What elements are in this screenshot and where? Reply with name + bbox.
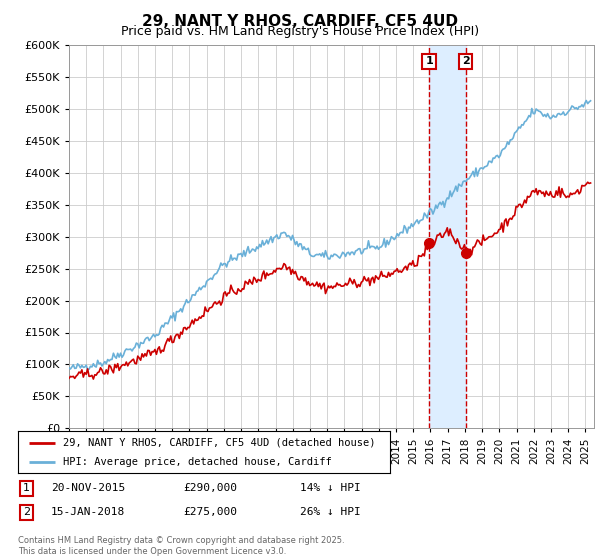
Text: HPI: Average price, detached house, Cardiff: HPI: Average price, detached house, Card…: [62, 457, 331, 467]
Text: £290,000: £290,000: [183, 483, 237, 493]
Text: 29, NANT Y RHOS, CARDIFF, CF5 4UD (detached house): 29, NANT Y RHOS, CARDIFF, CF5 4UD (detac…: [62, 437, 375, 447]
Text: 1: 1: [23, 483, 30, 493]
Text: 14% ↓ HPI: 14% ↓ HPI: [300, 483, 361, 493]
Text: 20-NOV-2015: 20-NOV-2015: [51, 483, 125, 493]
Bar: [429, 45, 466, 428]
Text: 26% ↓ HPI: 26% ↓ HPI: [300, 507, 361, 517]
Text: £275,000: £275,000: [183, 507, 237, 517]
Text: Price paid vs. HM Land Registry's House Price Index (HPI): Price paid vs. HM Land Registry's House …: [121, 25, 479, 38]
Text: 15-JAN-2018: 15-JAN-2018: [51, 507, 125, 517]
Text: Contains HM Land Registry data © Crown copyright and database right 2025.
This d: Contains HM Land Registry data © Crown c…: [18, 536, 344, 556]
Text: 29, NANT Y RHOS, CARDIFF, CF5 4UD: 29, NANT Y RHOS, CARDIFF, CF5 4UD: [142, 14, 458, 29]
Text: 2: 2: [462, 57, 470, 66]
Text: 2: 2: [23, 507, 30, 517]
Text: 1: 1: [425, 57, 433, 66]
